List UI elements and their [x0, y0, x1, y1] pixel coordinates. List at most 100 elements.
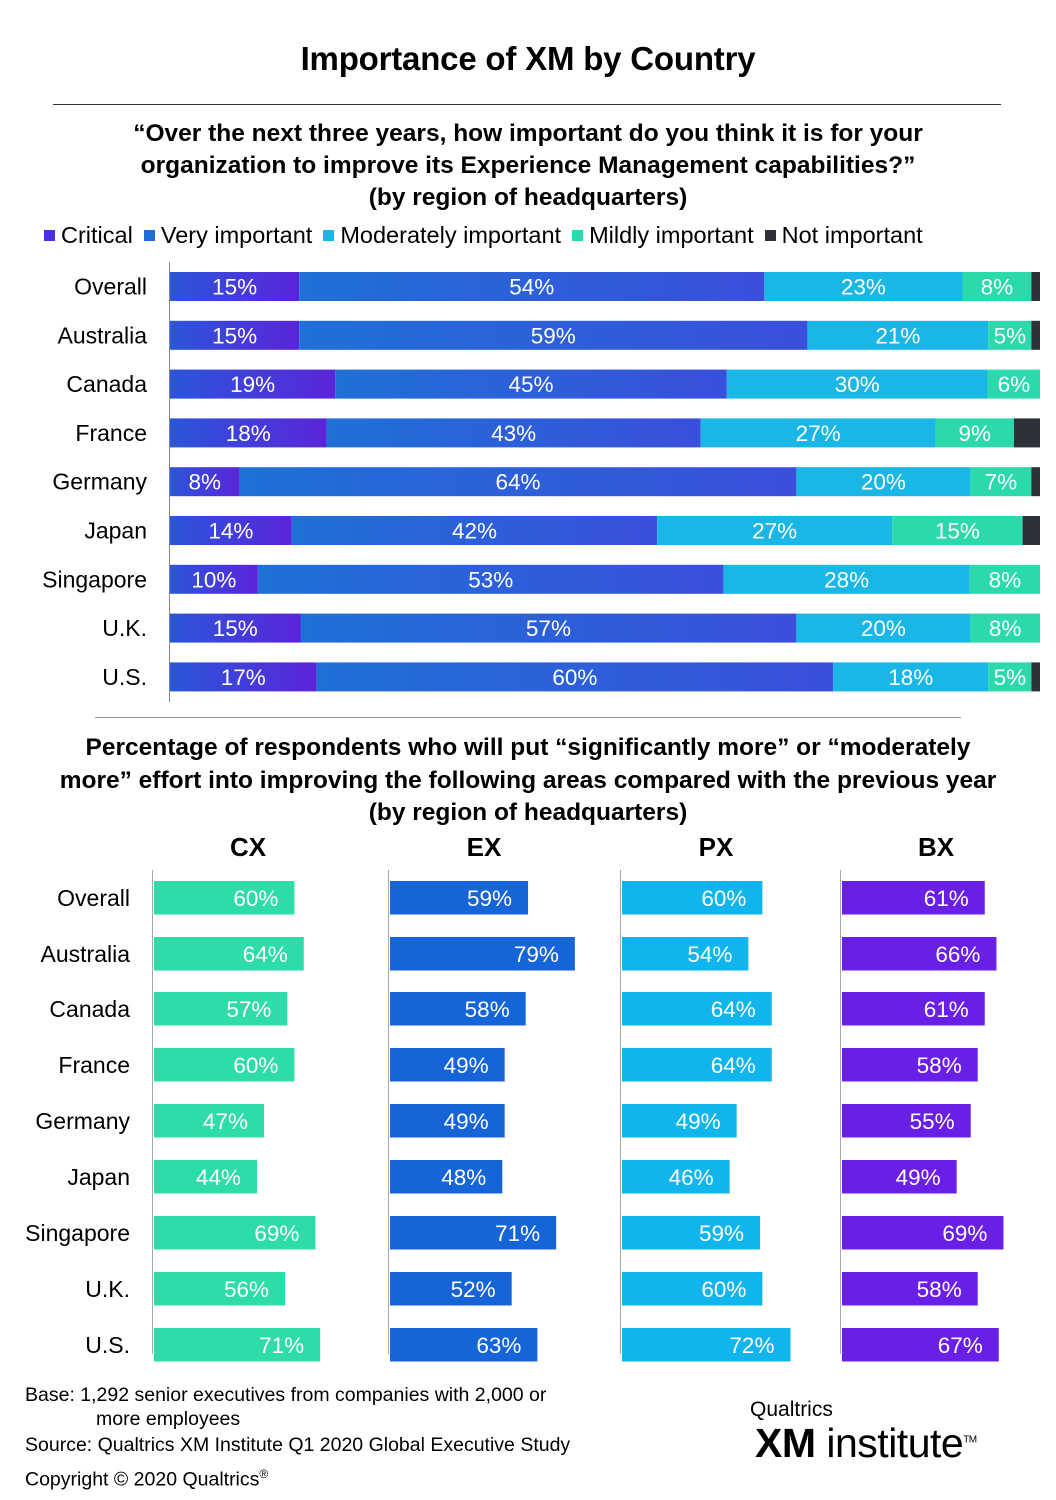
value-label-critical-singapore: 10% — [191, 567, 236, 592]
chart1-title-line-1: “Over the next three years, how importan… — [133, 120, 923, 147]
value-label-ex-u-s: 63% — [476, 1333, 521, 1358]
panel-row-label-japan: Japan — [67, 1164, 130, 1190]
legend-item-mildly-important: Mildly important — [572, 222, 754, 249]
panel-header-bx: BX — [918, 832, 955, 862]
value-label-critical-overall: 15% — [212, 275, 257, 300]
bar-moderately-important-u-k — [796, 613, 971, 643]
legend-swatch-moderately-important — [323, 229, 335, 241]
value-label-critical-u-k: 15% — [213, 616, 258, 641]
value-label-very-important-australia: 59% — [531, 323, 576, 348]
legend-item-very-important: Very important — [143, 222, 312, 249]
value-label-px-france: 64% — [711, 1053, 756, 1078]
bar-cx-u-s — [154, 1328, 321, 1362]
bar-very-important-france — [326, 418, 701, 448]
value-label-cx-germany: 47% — [203, 1109, 248, 1134]
value-label-mildly-important-australia: 5% — [994, 323, 1027, 348]
logo-qualtrics: Qualtrics — [750, 1398, 833, 1421]
bar-not-important-germany — [1031, 467, 1040, 497]
value-label-ex-canada: 58% — [465, 997, 510, 1022]
footer-base-line-1: Base: 1,292 senior executives from compa… — [25, 1384, 547, 1406]
bar-px-france — [622, 1048, 772, 1082]
value-label-critical-germany: 8% — [189, 470, 222, 495]
value-label-px-overall: 60% — [701, 886, 746, 911]
row-label-overall: Overall — [74, 274, 147, 300]
panel-row-label-canada: Canada — [49, 996, 130, 1022]
row-label-canada: Canada — [66, 371, 147, 397]
value-label-mildly-important-overall: 8% — [981, 275, 1014, 300]
value-label-critical-u-s: 17% — [221, 665, 266, 690]
bar-mildly-important-u-k — [970, 613, 1040, 643]
chart2-title-line-1: Percentage of respondents who will put “… — [85, 734, 971, 761]
value-label-cx-u-s: 71% — [259, 1333, 304, 1358]
bar-moderately-important-singapore — [723, 564, 970, 594]
panel-header-ex: EX — [467, 832, 502, 862]
value-label-moderately-important-japan: 27% — [752, 519, 797, 544]
value-label-px-u-k: 60% — [701, 1277, 746, 1302]
value-label-ex-germany: 49% — [444, 1109, 489, 1134]
bar-px-australia — [622, 937, 749, 971]
bar-moderately-important-u-s — [833, 662, 989, 692]
bar-cx-japan — [154, 1160, 257, 1194]
bar-mildly-important-overall — [962, 272, 1032, 301]
value-label-ex-france: 49% — [444, 1053, 489, 1078]
value-label-mildly-important-france: 9% — [958, 421, 991, 446]
bar-not-important-australia — [1031, 320, 1040, 350]
bar-ex-japan — [390, 1160, 503, 1194]
bar-critical-u-k — [170, 613, 301, 643]
row-label-france: France — [75, 420, 147, 446]
legend-swatch-very-important — [143, 229, 155, 241]
footer-source: Source: Qualtrics XM Institute Q1 2020 G… — [25, 1434, 571, 1456]
bar-bx-canada — [842, 992, 985, 1026]
value-label-moderately-important-canada: 30% — [835, 372, 880, 397]
value-label-mildly-important-japan: 15% — [935, 519, 980, 544]
value-label-cx-australia: 64% — [243, 942, 288, 967]
value-label-very-important-u-s: 60% — [552, 665, 597, 690]
bar-moderately-important-japan — [657, 516, 893, 545]
value-label-bx-canada: 61% — [924, 997, 969, 1022]
value-label-ex-japan: 48% — [441, 1165, 486, 1190]
panel-bar-chart: CX EX PX BX Overall 60% 59% 60% 61% Australia 64% 7… — [25, 832, 1004, 1362]
value-label-cx-canada: 57% — [226, 997, 271, 1022]
bar-very-important-germany — [239, 467, 797, 497]
value-label-bx-singapore: 69% — [942, 1221, 987, 1246]
value-label-critical-canada: 19% — [230, 372, 275, 397]
value-label-bx-japan: 49% — [896, 1165, 941, 1190]
value-label-mildly-important-u-k: 8% — [989, 616, 1022, 641]
value-label-ex-u-k: 52% — [451, 1277, 496, 1302]
panel-row-label-germany: Germany — [35, 1108, 130, 1134]
bar-cx-singapore — [154, 1216, 316, 1250]
bar-very-important-singapore — [257, 564, 724, 594]
bar-moderately-important-france — [700, 418, 936, 448]
value-label-mildly-important-u-s: 5% — [994, 665, 1027, 690]
bar-bx-u-k — [842, 1272, 978, 1306]
row-label-singapore: Singapore — [42, 566, 147, 592]
chart1-title-line-3: (by region of headquarters) — [368, 184, 688, 211]
bar-ex-overall — [390, 881, 529, 915]
legend: Critical Very important Moderately impor… — [44, 220, 934, 250]
value-label-bx-u-k: 58% — [917, 1277, 962, 1302]
bar-mildly-important-canada — [987, 369, 1040, 399]
bar-ex-canada — [390, 992, 526, 1026]
value-label-critical-japan: 14% — [208, 519, 253, 544]
chart2-title-line-3: (by region of headquarters) — [368, 799, 688, 826]
value-label-very-important-france: 43% — [491, 421, 536, 446]
value-label-ex-overall: 59% — [467, 886, 512, 911]
panel-header-cx: CX — [230, 832, 267, 862]
logo-xm-institute: XM instituteTM — [755, 1420, 977, 1467]
footer-base-line-2: more employees — [96, 1408, 241, 1430]
bar-mildly-important-u-s — [988, 662, 1032, 692]
stacked-bar-chart: Overall 15% 54% 23% 8% Australia 15% 59% 21% 5% Ca… — [42, 262, 1040, 702]
value-label-very-important-canada: 45% — [509, 372, 554, 397]
legend-swatch-critical — [44, 229, 55, 241]
bar-not-important-japan — [1022, 516, 1040, 545]
value-label-px-japan: 46% — [669, 1165, 714, 1190]
panel-row-label-u-k: U.K. — [85, 1276, 130, 1302]
bar-critical-japan — [170, 516, 292, 545]
value-label-moderately-important-australia: 21% — [875, 323, 920, 348]
panel-row-label-overall: Overall — [57, 885, 130, 911]
bar-not-important-u-s — [1031, 662, 1040, 692]
value-label-moderately-important-u-k: 20% — [861, 616, 906, 641]
legend-item-critical: Critical — [44, 222, 133, 249]
row-label-u-k: U.K. — [102, 615, 147, 641]
value-label-bx-u-s: 67% — [938, 1333, 983, 1358]
